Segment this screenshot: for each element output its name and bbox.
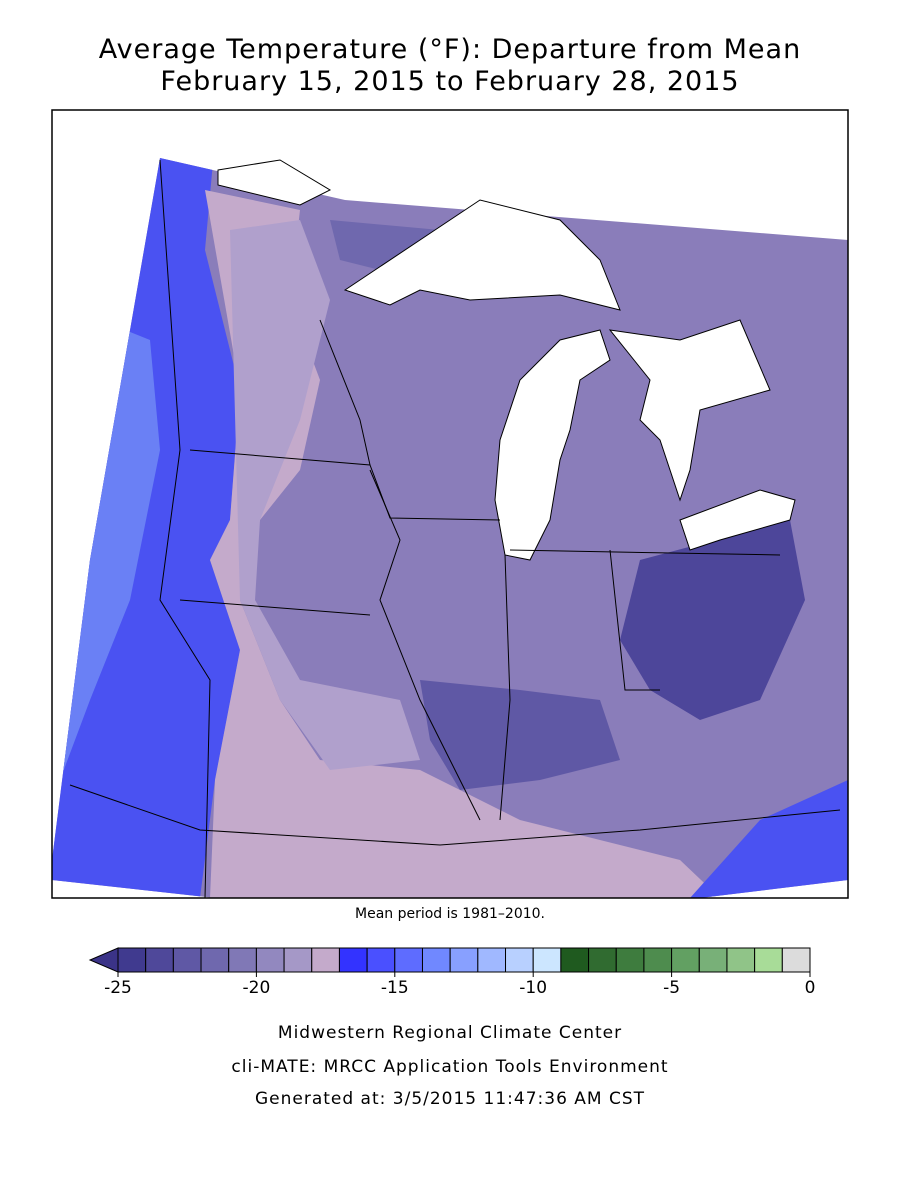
colorbar-tick-label: -5 bbox=[663, 978, 680, 998]
colorbar-swatch bbox=[311, 947, 340, 973]
colorbar-swatch bbox=[505, 947, 534, 973]
map bbox=[51, 109, 849, 899]
colorbar-swatch bbox=[588, 947, 617, 973]
colorbar-swatch bbox=[532, 947, 562, 973]
subtitle: February 15, 2015 to February 28, 2015 bbox=[160, 66, 739, 97]
colorbar-swatch bbox=[145, 947, 174, 973]
footer-line: cli-MATE: MRCC Application Tools Environ… bbox=[231, 1057, 668, 1077]
colorbar-under-arrow bbox=[88, 947, 119, 973]
colorbar-swatch bbox=[338, 947, 368, 973]
colorbar-tick-label: 0 bbox=[805, 978, 816, 998]
footer-line: Generated at: 3/5/2015 11:47:36 AM CST bbox=[255, 1089, 645, 1109]
colorbar-tick-label: -20 bbox=[243, 978, 271, 998]
colorbar-swatch bbox=[228, 947, 257, 973]
colorbar-swatch bbox=[449, 947, 479, 973]
colorbar-swatch bbox=[560, 947, 590, 973]
map-frame bbox=[51, 109, 849, 899]
colorbar-swatch bbox=[172, 947, 202, 973]
colorbar-tick-label: -15 bbox=[381, 978, 409, 998]
colorbar-swatch bbox=[200, 947, 230, 973]
colorbar-swatch bbox=[781, 947, 811, 973]
footer-line: Midwestern Regional Climate Center bbox=[278, 1023, 622, 1043]
colorbar-swatch bbox=[283, 947, 313, 973]
colorbar-swatch bbox=[394, 947, 423, 973]
map-note: Mean period is 1981–2010. bbox=[355, 906, 545, 922]
title: Average Temperature (°F): Departure from… bbox=[99, 34, 801, 65]
colorbar-swatch bbox=[615, 947, 645, 973]
colorbar-swatch bbox=[366, 947, 396, 973]
colorbar: -25 -20 -15 -10 -5 0 bbox=[88, 947, 816, 998]
colorbar-swatch bbox=[477, 947, 507, 973]
colorbar-swatch bbox=[643, 947, 673, 973]
colorbar-swatch bbox=[726, 947, 756, 973]
colorbar-tick-label: -10 bbox=[519, 978, 547, 998]
colorbar-swatch bbox=[421, 947, 451, 973]
colorbar-swatch bbox=[117, 947, 147, 973]
colorbar-tick-label: -25 bbox=[104, 978, 132, 998]
colorbar-swatch bbox=[671, 947, 700, 973]
colorbar-swatch bbox=[255, 947, 285, 973]
colorbar-swatch bbox=[698, 947, 728, 973]
colorbar-swatch bbox=[754, 947, 783, 973]
